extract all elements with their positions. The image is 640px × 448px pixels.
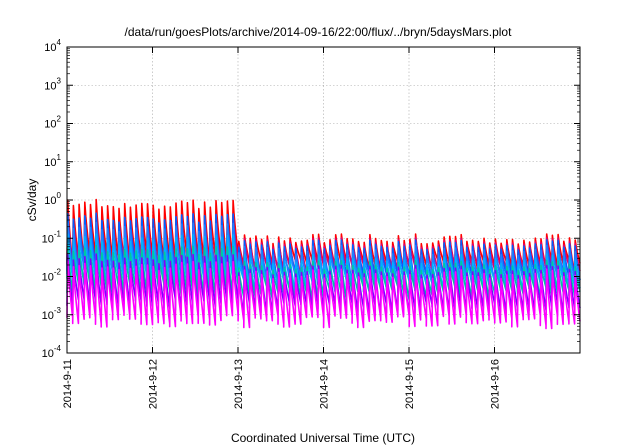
y-tick-label: 10-3 <box>42 306 62 322</box>
y-tick-label: 101 <box>44 153 61 169</box>
y-tick-label: 102 <box>44 115 61 131</box>
series-line <box>66 260 581 330</box>
y-tick-label: 10-4 <box>42 344 62 360</box>
x-tick-label: 2014-9-12 <box>148 359 160 409</box>
x-tick-label: 2014-9-14 <box>319 359 331 409</box>
y-tick-label: 104 <box>44 38 61 54</box>
y-tick-label: 103 <box>44 76 61 92</box>
y-axis: 10-4 10-3 10-2 10-1 100 101 102 103 104 <box>42 38 580 360</box>
y-tick-label: 100 <box>44 191 61 207</box>
series-layer <box>66 198 581 330</box>
x-axis-label: Coordinated Universal Time (UTC) <box>231 431 415 445</box>
x-tick-label: 2014-9-11 <box>62 359 74 408</box>
x-axis: 2014-9-11 2014-9-12 2014-9-13 2014-9-14 2014… <box>62 47 502 409</box>
y-tick-label: 10-2 <box>42 268 62 284</box>
y-tick-label: 10-1 <box>42 229 62 245</box>
y-axis-label: cSv/day <box>25 179 39 222</box>
chart-title: /data/run/goesPlots/archive/2014-09-16/2… <box>125 25 513 39</box>
x-tick-label: 2014-9-16 <box>490 359 502 409</box>
x-tick-label: 2014-9-13 <box>233 359 245 409</box>
x-tick-label: 2014-9-15 <box>404 359 416 409</box>
